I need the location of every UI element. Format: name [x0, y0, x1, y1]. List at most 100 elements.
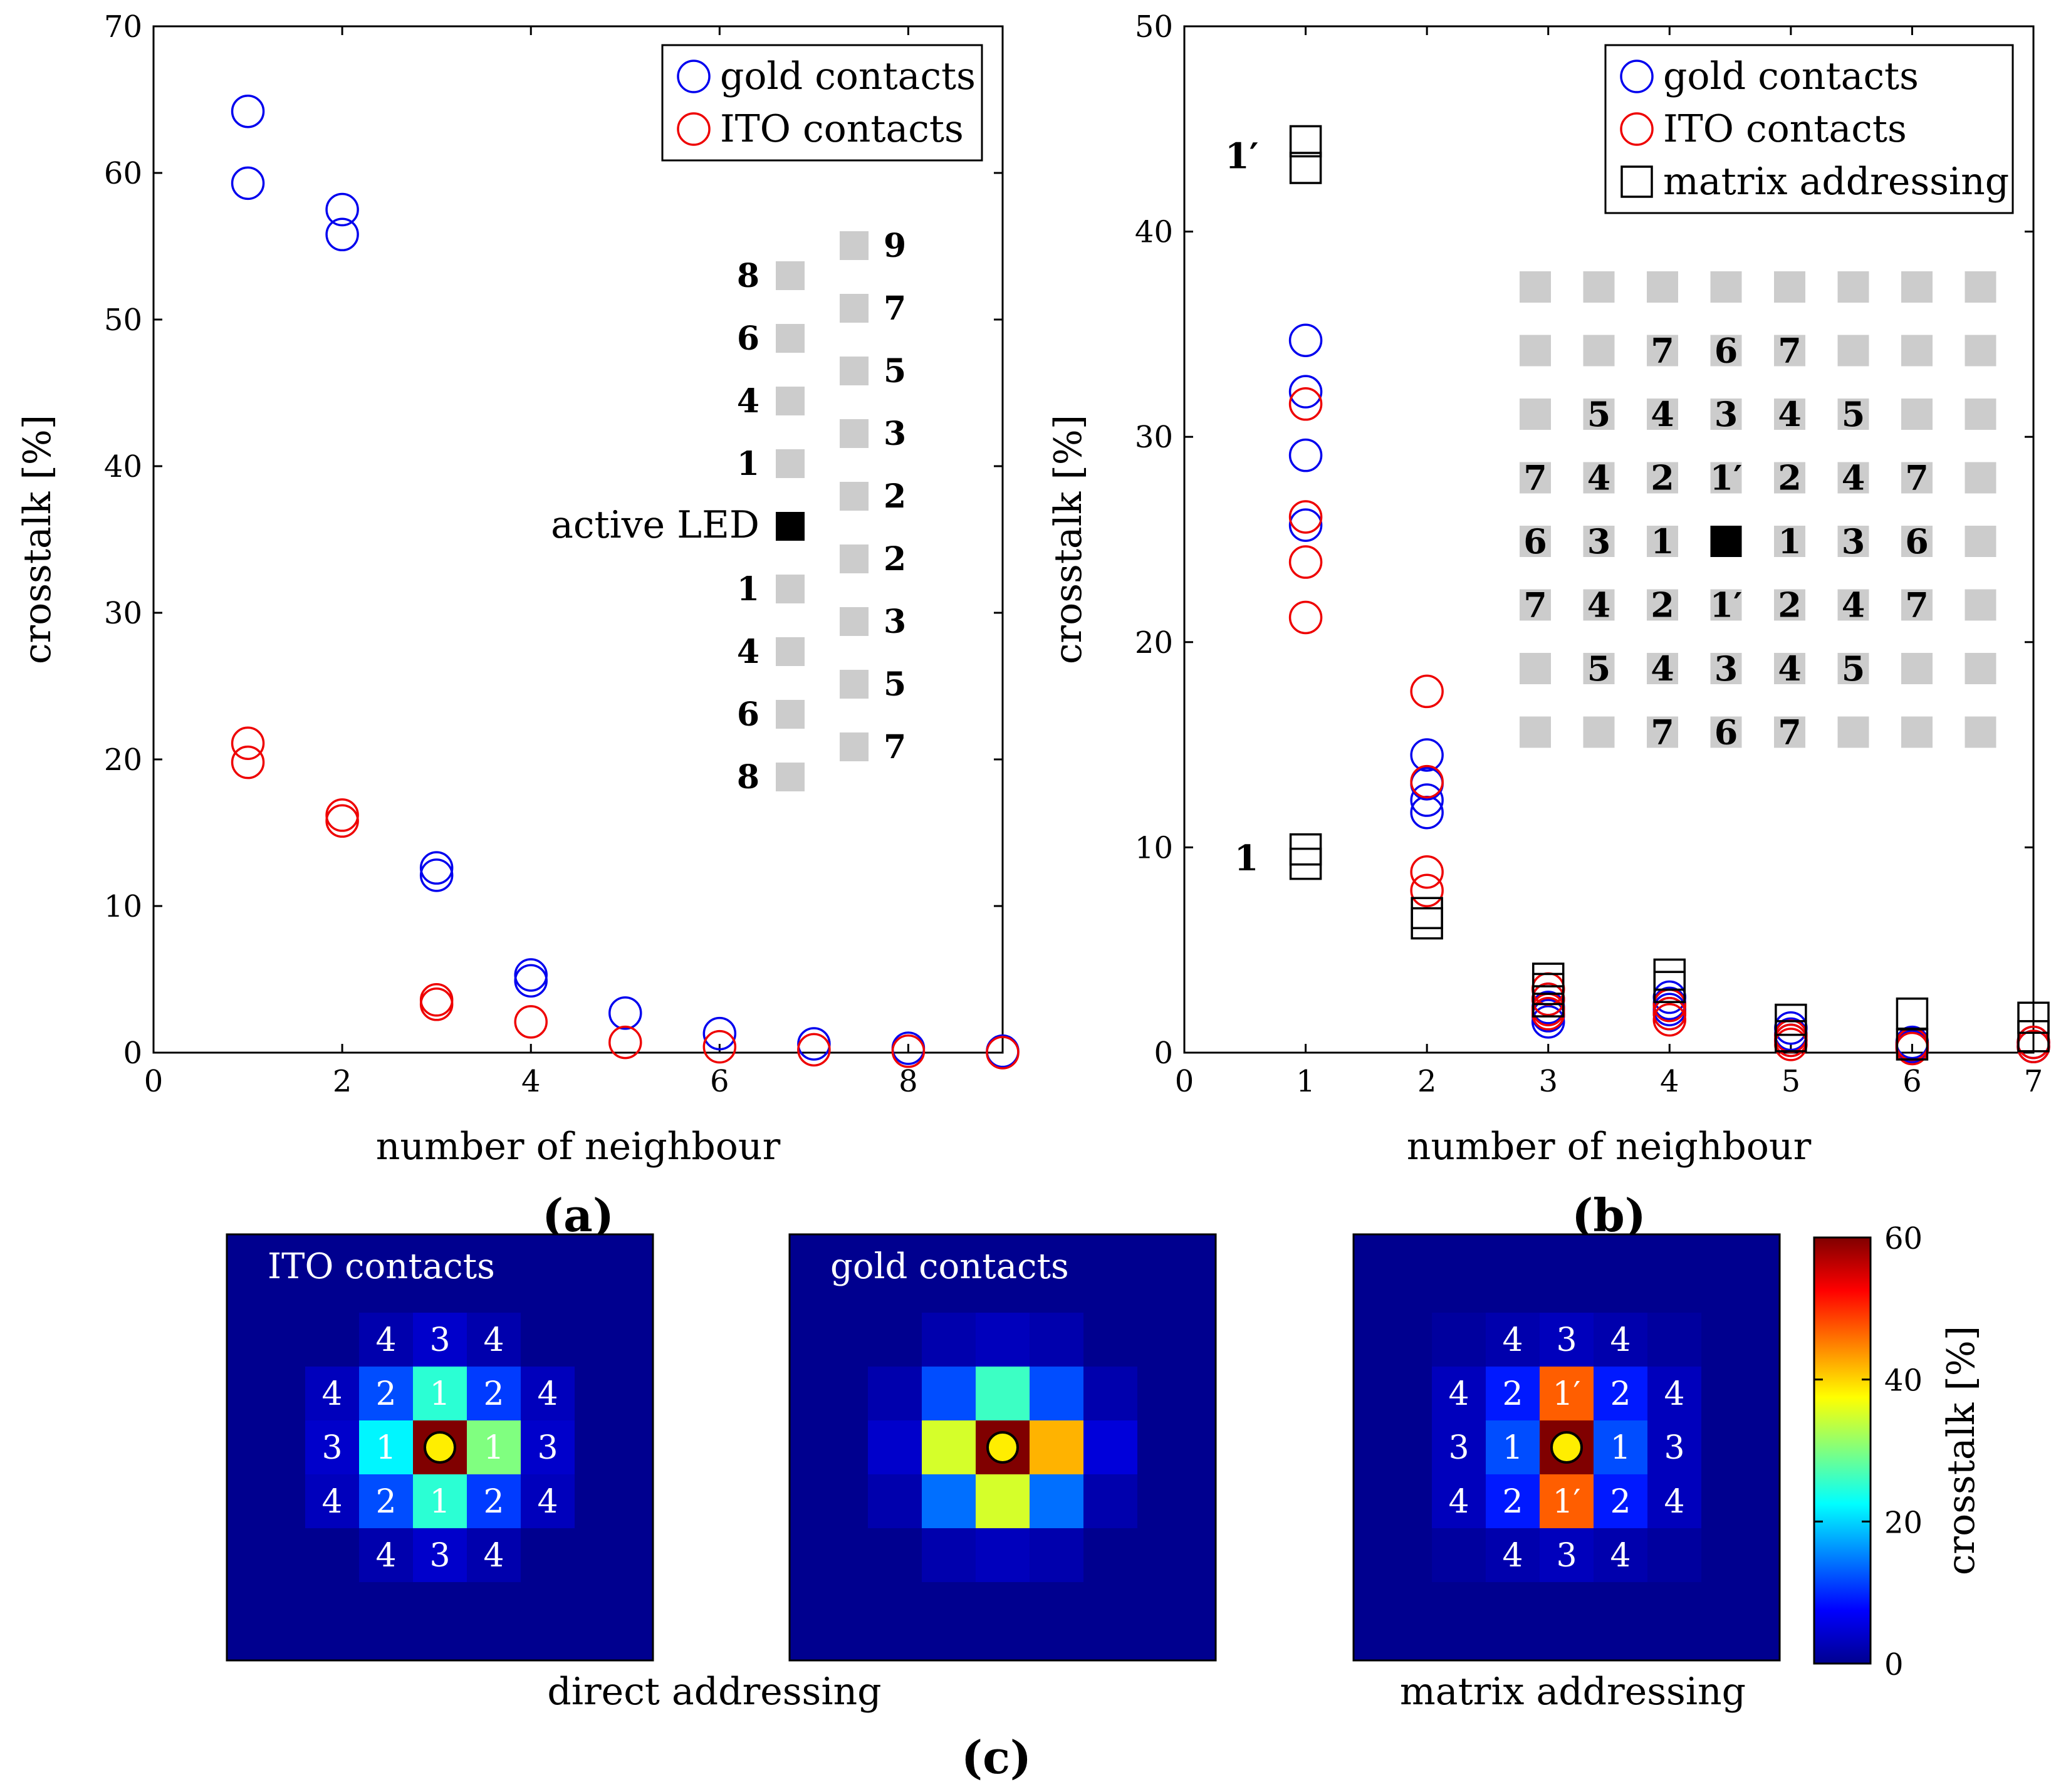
gold-contact-point [419, 851, 454, 885]
neighbour-led [1647, 589, 1678, 621]
heatmap-cell [575, 1528, 629, 1582]
y-tick-label: 0 [1154, 1036, 1173, 1071]
heatmap-cell-label: 4 [321, 1483, 342, 1521]
heatmap-cell [1083, 1474, 1137, 1528]
heatmap-cell-label: 1 [483, 1429, 504, 1467]
matrix-addressing-label: matrix addressing [1400, 1670, 1746, 1714]
heatmap-cell [575, 1420, 629, 1474]
neighbour-label: 4 [737, 633, 759, 671]
x-tick-label: 0 [144, 1064, 164, 1099]
heatmap-cell [521, 1367, 575, 1420]
y-tick-label: 50 [104, 303, 142, 338]
heatmap-cell [1030, 1528, 1083, 1582]
neighbour-label: 2 [1778, 458, 1802, 498]
heatmap-cell [922, 1528, 976, 1582]
heatmap-cell-label: 4 [1502, 1321, 1523, 1359]
heatmap-cell [814, 1474, 868, 1528]
neighbour-led [1965, 653, 1996, 684]
panel-b-label: (b) [1572, 1189, 1646, 1242]
neighbour-led [840, 732, 869, 761]
neighbour-label: 3 [884, 415, 906, 453]
heatmap-cell [251, 1474, 305, 1528]
heatmap-cell-label: 2 [1610, 1375, 1631, 1413]
heatmap-cell-label: 3 [429, 1537, 450, 1575]
heatmap-cell [1647, 1259, 1701, 1313]
neighbour-led [1901, 526, 1933, 557]
heatmap-cell-label: 3 [321, 1429, 342, 1467]
neighbour-led [1774, 462, 1805, 494]
heatmap-cell [1137, 1582, 1191, 1636]
heatmap-cell [1594, 1313, 1647, 1367]
neighbour-label: 4 [737, 382, 759, 420]
x-tick-label: 3 [1538, 1064, 1558, 1099]
neighbour-led [776, 763, 805, 791]
heatmap-cell [1594, 1582, 1647, 1636]
heatmap-cell [1701, 1313, 1755, 1367]
panel-b-series [1288, 125, 2050, 1066]
heatmap-cell [922, 1420, 976, 1474]
heatmap-cell [1486, 1313, 1540, 1367]
neighbour-label: active LED [551, 503, 759, 547]
ito-contact-point [514, 1005, 548, 1039]
heatmap-cell [1701, 1582, 1755, 1636]
neighbour-led [1965, 335, 1996, 367]
heatmap-cell-label: 4 [1502, 1537, 1523, 1575]
heatmap-cell-label: 2 [483, 1375, 504, 1413]
neighbour-led [840, 607, 869, 636]
neighbour-led [1647, 335, 1678, 367]
heatmap-cell-label: 1 [1502, 1429, 1523, 1467]
heatmap-cell-label: 1 [375, 1429, 396, 1467]
neighbour-led [1774, 589, 1805, 621]
heatmap-cell [467, 1582, 521, 1636]
heatmap-cell [467, 1528, 521, 1582]
neighbour-led [1710, 335, 1742, 367]
neighbour-led [1901, 399, 1933, 430]
heatmap-cell [251, 1259, 305, 1313]
neighbour-label: 7 [1523, 585, 1547, 625]
heatmap-cell-label: 2 [1502, 1375, 1523, 1413]
heatmap-cell [305, 1582, 359, 1636]
x-tick-label: 8 [899, 1064, 918, 1099]
heatmap-cell [1432, 1313, 1486, 1367]
heatmap-cell [1540, 1474, 1594, 1528]
heatmap-cell [1594, 1367, 1647, 1420]
neighbour-led [1710, 462, 1742, 494]
heatmap-cell [1486, 1528, 1540, 1582]
heatmap-cell [359, 1367, 413, 1420]
heatmap-cell-label: 1′ [1553, 1483, 1581, 1521]
panel-a-ylabel: crosstalk [%] [16, 415, 60, 664]
active-led [1710, 526, 1742, 557]
heatmap-cell [1030, 1259, 1083, 1313]
neighbour-label: 6 [1714, 712, 1738, 753]
heatmap-cell [868, 1474, 922, 1528]
heatmap-cell-label: 1 [429, 1483, 450, 1521]
matrix-addressing-point [1653, 971, 1686, 1003]
legend-marker [1620, 60, 1654, 93]
heatmap-cell [305, 1420, 359, 1474]
neighbour-led [1520, 653, 1551, 684]
heatmap-cell [521, 1420, 575, 1474]
colorbar-label: crosstalk [%] [1939, 1326, 1983, 1575]
heatmap-cell [467, 1313, 521, 1367]
heatmap-cell [1540, 1582, 1594, 1636]
heatmap-cell-label: 3 [1664, 1429, 1684, 1467]
heatmap-cell [359, 1474, 413, 1528]
x-tick-label: 7 [2024, 1064, 2043, 1099]
gold-contact-point [419, 858, 454, 892]
heatmap-cell [1701, 1528, 1755, 1582]
y-tick-label: 30 [104, 596, 142, 631]
neighbour-label: 4 [1778, 394, 1802, 434]
x-tick-label: 5 [1782, 1064, 1801, 1099]
heatmap-cell [1083, 1528, 1137, 1582]
panel-b-legend: gold contacts ITO contacts matrix addressi… [1604, 44, 2014, 214]
colorbar-tick-label: 0 [1884, 1647, 1904, 1682]
heatmap-cell-label: 4 [1448, 1483, 1469, 1521]
heatmap-cell-label: 4 [1664, 1483, 1684, 1521]
neighbour-led [776, 324, 805, 353]
heatmap-cell [1486, 1420, 1540, 1474]
neighbour-label: 7 [1651, 331, 1674, 371]
ito-contact-point [891, 1034, 926, 1068]
neighbour-label: 6 [737, 320, 759, 358]
heatmap-cell [305, 1528, 359, 1582]
